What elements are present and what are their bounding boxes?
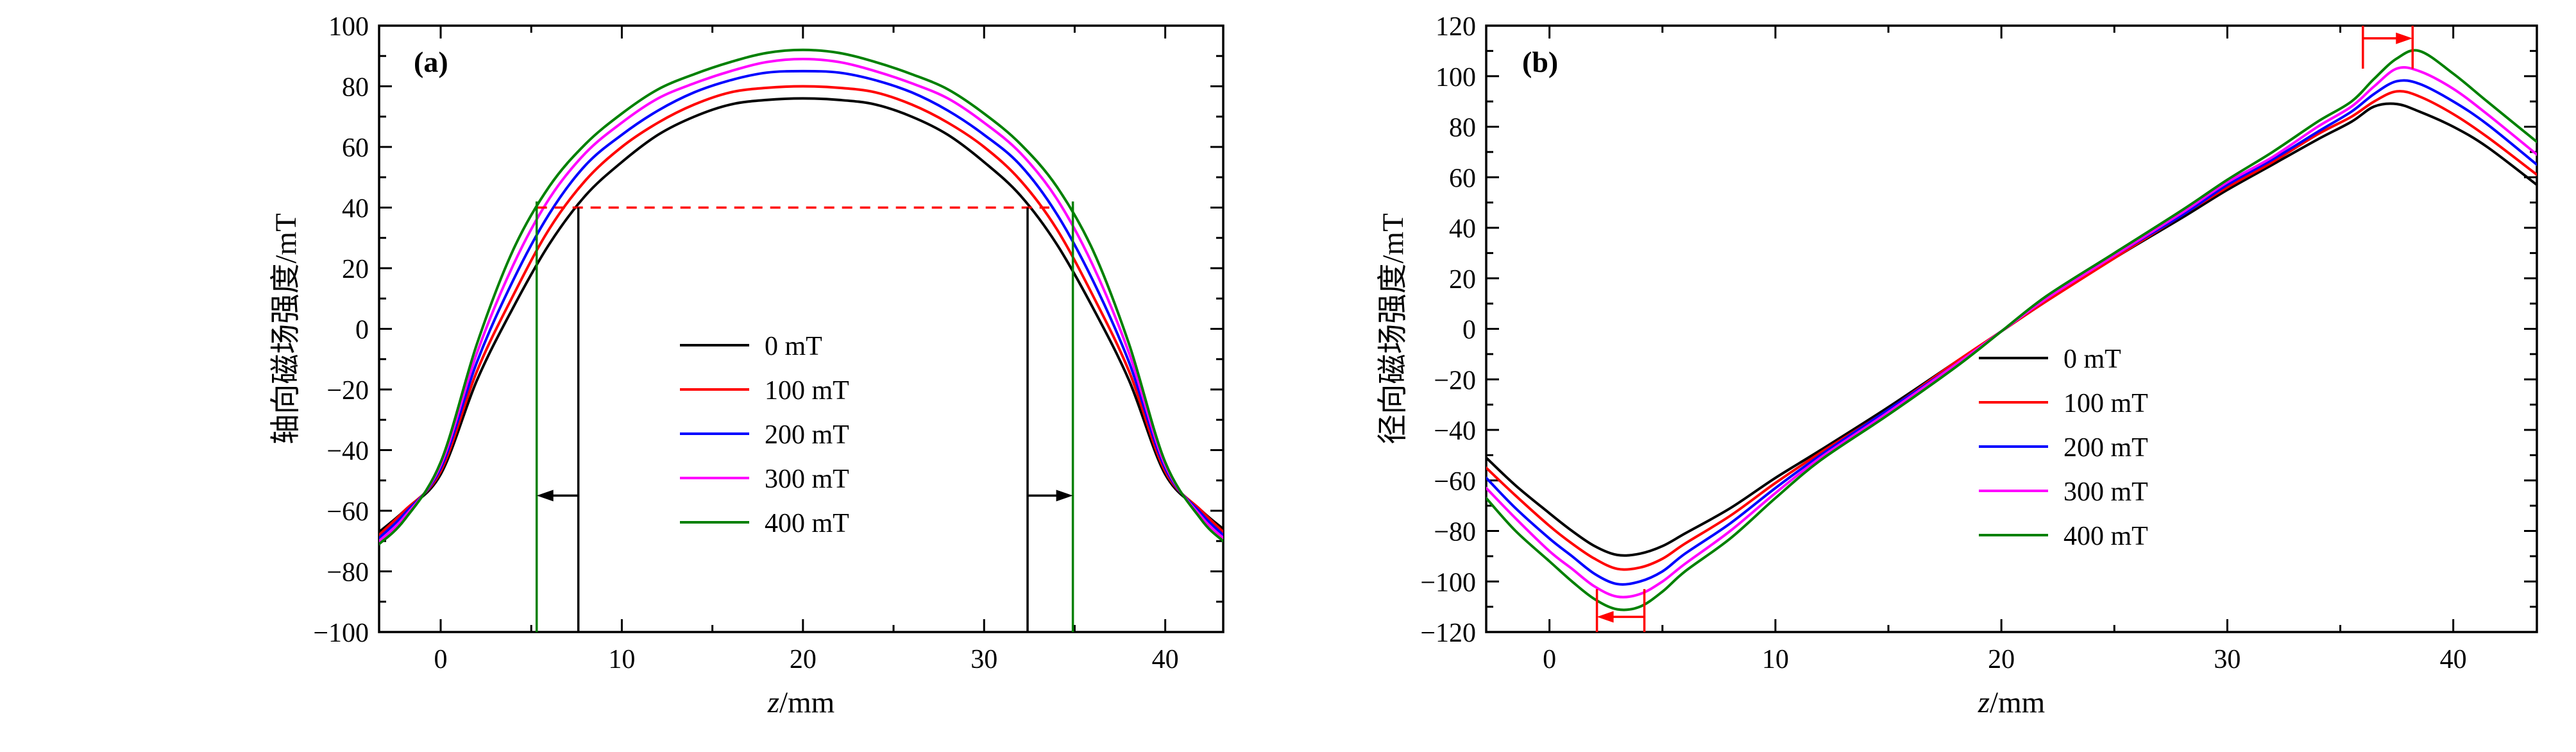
x-tick-label: 20 (790, 645, 817, 674)
y-tick-label: 20 (1449, 265, 1476, 295)
legend-entry: 0 mT (680, 332, 822, 361)
shift-arrow-head-icon (1056, 490, 1073, 502)
legend-entry: 100 mT (680, 376, 849, 406)
axis-tick-labels: 0 10 20 30 40 −100 −80 −60 −40 −20 0 20 40 60 80 100 (313, 12, 1178, 674)
legend-entry: 200 mT (1979, 433, 2148, 463)
shift-arrow-head-icon (1597, 611, 1614, 623)
annotations (1595, 26, 2414, 632)
y-tick-label: 0 (355, 316, 369, 345)
y-tick-label: −40 (326, 437, 369, 466)
y-tick-label: −40 (1434, 416, 1476, 446)
legend-entry: 400 mT (680, 509, 849, 538)
y-tick-label: −60 (1434, 467, 1476, 497)
x-tick-label: 0 (1543, 645, 1556, 674)
y-tick-label: 40 (342, 194, 369, 224)
series-line-100mT (1486, 90, 2537, 571)
x-tick-label: 40 (2440, 645, 2467, 674)
panel-a: 0 10 20 30 40 −100 −80 −60 −40 −20 0 20 40 60 80 100 0 m… (269, 12, 1224, 719)
series-line-100mT (379, 85, 1223, 536)
x-tick-label: 40 (1152, 645, 1179, 674)
series-line-300mT (1486, 66, 2537, 599)
series-line-200mT (379, 69, 1223, 540)
y-tick-label: −20 (326, 376, 369, 406)
y-tick-label: 40 (1449, 214, 1476, 244)
y-tick-label: −80 (326, 558, 369, 588)
x-tick-label: 30 (970, 645, 997, 674)
y-tick-label: 60 (1449, 164, 1476, 193)
y-tick-label: −20 (1434, 366, 1476, 395)
y-axis-label: 径向磁场强度/mT (1377, 213, 1410, 444)
legend-entry: 300 mT (680, 465, 849, 494)
legend-label: 300 mT (765, 465, 849, 494)
y-tick-label: −100 (313, 619, 369, 648)
legend-label: 400 mT (765, 509, 849, 538)
legend-entry: 0 mT (1979, 345, 2121, 374)
y-tick-label: −60 (326, 497, 369, 527)
series-line-0mT (379, 97, 1223, 534)
x-tick-label: 0 (434, 645, 448, 674)
series-curves (1486, 49, 2537, 611)
y-tick-label: 100 (1436, 63, 1476, 92)
panel-label: (a) (414, 46, 448, 78)
shift-arrow-head-icon (2396, 32, 2413, 44)
series-curves (379, 48, 1223, 545)
series-line-400mT (379, 48, 1223, 545)
plot-frame (378, 24, 1224, 633)
legend-label: 300 mT (2063, 477, 2148, 507)
x-tick-label: 30 (2214, 645, 2241, 674)
legend-label: 200 mT (765, 420, 849, 450)
legend-label: 0 mT (2063, 345, 2121, 374)
y-tick-label: −100 (1420, 568, 1476, 597)
panel-label: (b) (1522, 46, 1558, 78)
x-tick-label: 10 (1762, 645, 1789, 674)
series-line-0mT (1486, 102, 2537, 557)
legend-label: 400 mT (2063, 522, 2148, 551)
x-tick-label: 20 (1988, 645, 2015, 674)
legend-label: 100 mT (2063, 389, 2148, 418)
series-line-200mT (1486, 79, 2537, 586)
legend-entry: 100 mT (1979, 389, 2148, 418)
y-tick-label: −80 (1434, 518, 1476, 547)
y-axis-label: 轴向磁场强度/mT (269, 213, 303, 444)
y-tick-label: 60 (342, 133, 369, 163)
legend-label: 200 mT (2063, 433, 2148, 463)
panel-b-chart: 0 10 20 30 40 −120 −100 −80 −60 −40 −20 0 20 40 60 80 10… (1377, 12, 2538, 719)
y-tick-label: 0 (1462, 316, 1476, 345)
legend-label: 0 mT (765, 332, 822, 361)
legend-entry: 200 mT (680, 420, 849, 450)
y-tick-label: 80 (342, 73, 369, 103)
y-tick-label: 120 (1436, 12, 1476, 42)
y-tick-label: 80 (1449, 114, 1476, 143)
panel-a-chart: 0 10 20 30 40 −100 −80 −60 −40 −20 0 20 40 60 80 100 0 m… (269, 12, 1224, 719)
legend-entry: 300 mT (1979, 477, 2148, 507)
axis-ticks (1486, 24, 2537, 633)
x-tick-label: 10 (608, 645, 635, 674)
x-axis-label: z/mm (767, 686, 835, 719)
legend-label: 100 mT (765, 376, 849, 406)
axis-tick-labels: 0 10 20 30 40 −120 −100 −80 −60 −40 −20 0 20 40 60 80 10… (1420, 12, 2466, 674)
y-tick-label: −120 (1420, 619, 1476, 648)
legend-entry: 400 mT (1979, 522, 2148, 551)
series-line-300mT (379, 58, 1223, 543)
y-tick-label: 20 (342, 255, 369, 284)
x-axis-label: z/mm (1978, 686, 2045, 719)
axis-ticks (379, 24, 1223, 633)
series-line-400mT (1486, 49, 2537, 611)
plot-frame (1485, 24, 2538, 633)
annotations (535, 201, 1074, 632)
panel-b: 0 10 20 30 40 −120 −100 −80 −60 −40 −20 0 20 40 60 80 10… (1288, 0, 2576, 752)
y-tick-label: 100 (328, 12, 369, 42)
shift-arrow-head-icon (536, 490, 554, 502)
legend: 0 mT 100 mT 200 mT 300 mT 400 mT (680, 332, 849, 538)
legend: 0 mT 100 mT 200 mT 300 mT 400 mT (1979, 345, 2148, 551)
